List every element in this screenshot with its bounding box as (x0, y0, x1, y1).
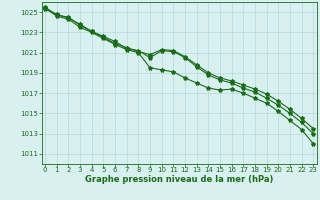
X-axis label: Graphe pression niveau de la mer (hPa): Graphe pression niveau de la mer (hPa) (85, 175, 273, 184)
